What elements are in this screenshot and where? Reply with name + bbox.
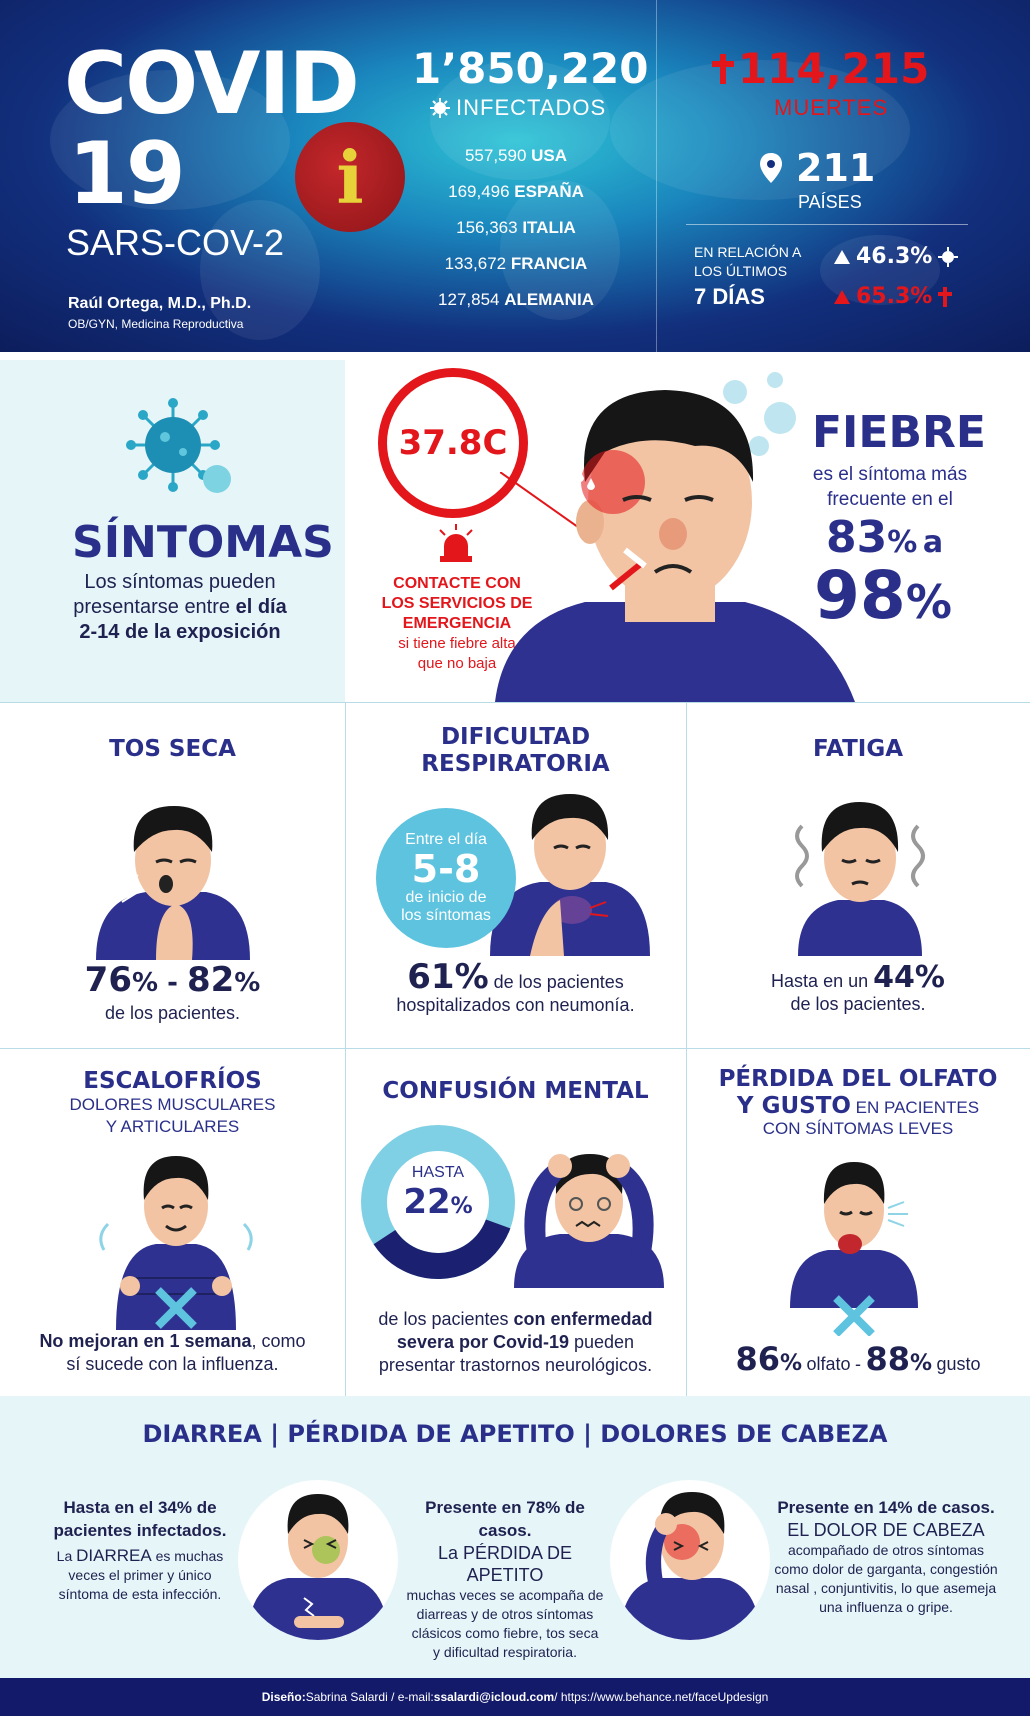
- grid-divider-left: [345, 702, 346, 1396]
- fever-range-high: 98%: [814, 557, 952, 634]
- deaths-count: 114,215: [738, 44, 930, 93]
- country-row-alemania: 127,854 ALEMANIA: [438, 290, 594, 309]
- symptoms-title: SÍNTOMAS: [72, 517, 334, 568]
- country-row-espana: 169,496 ESPAÑA: [448, 182, 584, 201]
- footer-credits: Diseño: Sabrina Salardi / e-mail: ssalar…: [0, 1678, 1030, 1716]
- countries-label: PAÍSES: [798, 192, 862, 212]
- countries-count: 211: [796, 146, 876, 190]
- country-row-francia: 133,672 FRANCIA: [444, 254, 588, 273]
- diarrea-column: Hasta en el 34% de pacientes infectados.…: [53, 1498, 227, 1602]
- confusion-ring-chart: [361, 1125, 515, 1279]
- dificultad-text: 61% de los pacientes hospitalizados con …: [396, 957, 635, 1015]
- smell-loss-person-illustration: [790, 1162, 918, 1336]
- bottom-title: DIARREA | PÉRDIDA DE APETITO | DOLORES D…: [142, 1420, 888, 1448]
- olfato-sub: CON SÍNTOMAS LEVES: [762, 1119, 954, 1138]
- footer-site[interactable]: / https://www.behance.net/faceUpdesign: [554, 1690, 769, 1704]
- triangle-up-icon: [834, 289, 850, 304]
- relation-line3: 7 DÍAS: [694, 284, 765, 309]
- cough-person-illustration: [96, 806, 250, 960]
- fatiga-text: Hasta en un 44% de los pacientes.: [771, 960, 945, 1015]
- relation-deaths-pct: 65.3%: [856, 284, 933, 309]
- confused-person-illustration: [514, 1154, 664, 1288]
- breathing-person-illustration: [490, 794, 650, 956]
- diarrea-person-illustration: [238, 1480, 398, 1640]
- tired-person-illustration: [795, 802, 925, 956]
- country-row-italia: 156,363 ITALIA: [456, 218, 576, 237]
- virus-icon: [430, 98, 450, 118]
- header-divider: [656, 0, 657, 352]
- dificultad-title: DIFICULTAD RESPIRATORIA: [421, 724, 610, 777]
- fever-range-low: 83% a: [826, 512, 944, 563]
- relation-line2: LOS ÚLTIMOS: [694, 263, 788, 279]
- apetito-column: Presente en 78% de casos. La PÉRDIDA DE …: [406, 1498, 604, 1660]
- cross-icon: [938, 286, 953, 307]
- fever-title: FIEBRE: [812, 407, 986, 458]
- alarm-light-icon: [439, 524, 473, 562]
- title-19: 19: [68, 124, 186, 224]
- triangle-up-icon: [834, 249, 850, 264]
- deaths-label: MUERTES: [774, 95, 889, 120]
- virus-icon: [938, 246, 959, 267]
- relation-line1: EN RELACIÓN A: [694, 244, 802, 260]
- relation-infected-pct: 46.3%: [856, 244, 933, 269]
- infected-count: 1’850,220: [412, 44, 649, 93]
- temperature-badge: 37.8C: [378, 368, 528, 518]
- relation-infected: 46.3%: [834, 244, 959, 269]
- cross-icon: [712, 53, 734, 84]
- countries-count-wrap: 211: [760, 146, 875, 190]
- relation-deaths: 65.3%: [834, 284, 953, 309]
- relation-divider: [686, 224, 968, 225]
- emergency-text: CONTACTE CON LOS SERVICIOS DE EMERGENCIA…: [381, 575, 533, 672]
- bottom-section: DIARREA | PÉRDIDA DE APETITO | DOLORES D…: [0, 1396, 1030, 1678]
- coronavirus-icon: [126, 398, 231, 493]
- escalofrios-text: No mejoran en 1 semana, como sí sucede c…: [39, 1331, 306, 1374]
- escalofrios-title: ESCALOFRÍOS: [83, 1068, 262, 1094]
- escalofrios-sub: DOLORES MUSCULARES Y ARTICULARES: [69, 1095, 276, 1136]
- breathing-days-badge: Entre el día 5-8 de inicio de los síntom…: [376, 808, 516, 948]
- title-covid: COVID: [64, 34, 360, 134]
- title-sars: SARS-COV-2: [66, 222, 285, 263]
- grid-divider-top: [0, 702, 1030, 703]
- olfato-pct: 86% olfato - 88% gusto: [735, 1340, 981, 1378]
- header-banner: COVID 19 SARS-COV-2 Raúl Ortega, M.D., P…: [0, 0, 1030, 352]
- dolor-cabeza-column: Presente en 14% de casos. EL DOLOR DE CA…: [774, 1498, 998, 1615]
- info-icon: i: [295, 122, 405, 232]
- infected-label-wrap: INFECTADOS: [430, 95, 606, 121]
- tos-text: de los pacientes.: [104, 1003, 241, 1023]
- author-role: OB/GYN, Medicina Reproductiva: [68, 317, 244, 331]
- fatiga-title: FATIGA: [812, 736, 903, 762]
- confusion-title: CONFUSIÓN MENTAL: [382, 1078, 649, 1104]
- grid-divider-middle: [0, 1048, 1030, 1049]
- grid-divider-right: [686, 702, 687, 1396]
- footer-email[interactable]: ssalardi@icloud.com: [433, 1690, 555, 1704]
- headache-person-illustration: [610, 1480, 770, 1640]
- world-map-background: [50, 60, 940, 340]
- author-name: Raúl Ortega, M.D., Ph.D.: [68, 295, 252, 312]
- country-row-usa: 557,590 USA: [464, 146, 568, 165]
- tos-title: TOS SECA: [109, 736, 236, 762]
- symptoms-text: Los síntomas pueden presentarse entre el…: [73, 571, 287, 643]
- confusion-text: de los pacientes con enfermedad severa p…: [378, 1309, 653, 1375]
- fever-text: es el síntoma más frecuente en el: [812, 464, 968, 510]
- confusion-ring-label: HASTA 22%: [403, 1164, 473, 1222]
- location-pin-icon: [760, 153, 782, 183]
- olfato-title: PÉRDIDA DEL OLFATO Y GUSTO EN PACIENTES: [718, 1066, 998, 1119]
- tos-pct: 76% - 82%: [84, 960, 261, 1000]
- symptoms-section: SÍNTOMAS Los síntomas pueden presentarse…: [0, 352, 1030, 702]
- chills-person-illustration: [99, 1156, 253, 1330]
- infected-label: INFECTADOS: [456, 95, 607, 120]
- fever-person-illustration: [495, 372, 855, 702]
- deaths-count-wrap: 114,215: [712, 44, 929, 93]
